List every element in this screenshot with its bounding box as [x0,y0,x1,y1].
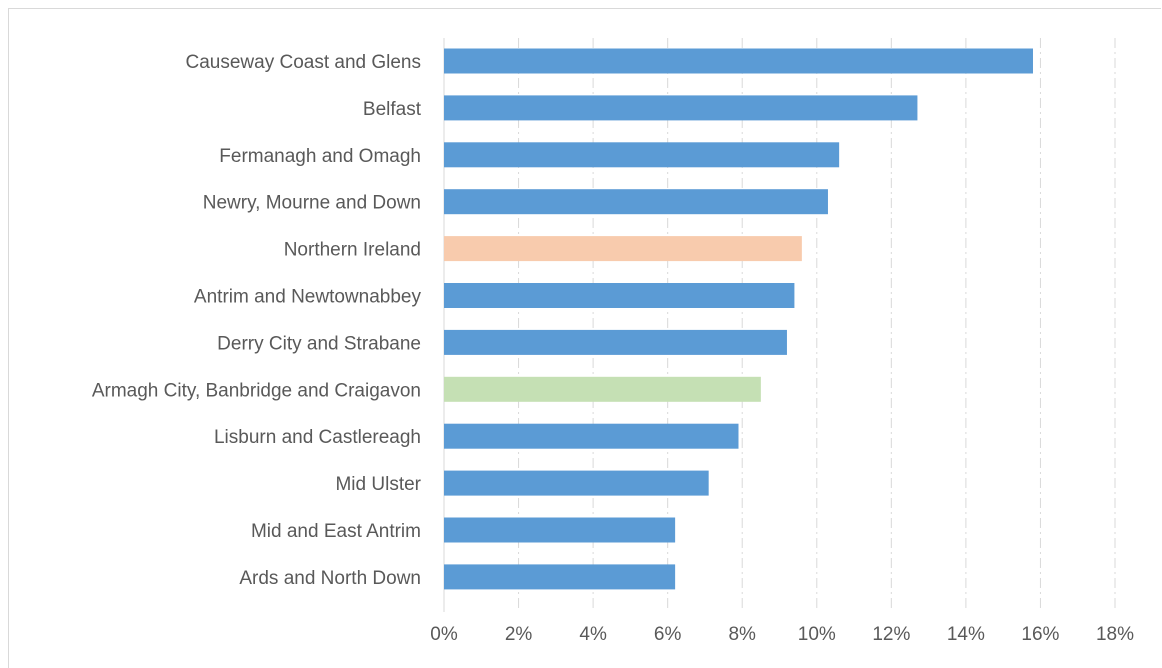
x-tick-label: 12% [872,624,910,645]
category-label: Derry City and Strabane [217,333,421,354]
bar [444,236,802,262]
category-label: Ards and North Down [239,568,421,589]
bar [444,329,787,355]
x-tick-label: 14% [947,624,985,645]
bar [444,423,739,449]
category-label: Northern Ireland [284,240,421,261]
category-label: Lisburn and Castlereagh [214,427,421,448]
x-tick-label: 2% [505,624,533,645]
x-tick-label: 6% [654,624,682,645]
x-tick-label: 16% [1021,624,1059,645]
category-label: Mid and East Antrim [251,521,421,542]
x-tick-label: 10% [798,624,836,645]
bar [444,95,918,121]
bar [444,142,840,168]
category-label: Newry, Mourne and Down [203,193,421,214]
x-tick-label: 8% [728,624,756,645]
category-label: Mid Ulster [335,474,421,495]
bar [444,48,1033,74]
x-tick-label: 4% [579,624,607,645]
chart-frame [8,8,1161,668]
category-label: Belfast [363,99,422,120]
category-label: Armagh City, Banbridge and Craigavon [92,380,421,401]
category-label: Fermanagh and Omagh [219,146,421,167]
bar [444,470,709,496]
bar [444,283,795,308]
bar [444,564,676,590]
x-tick-label: 18% [1096,624,1134,645]
bar [444,517,676,543]
x-tick-label: 0% [430,624,458,645]
bar [444,189,828,215]
bar [444,376,761,402]
category-label: Antrim and Newtownabbey [194,287,422,308]
category-label: Causeway Coast and Glens [185,52,421,73]
